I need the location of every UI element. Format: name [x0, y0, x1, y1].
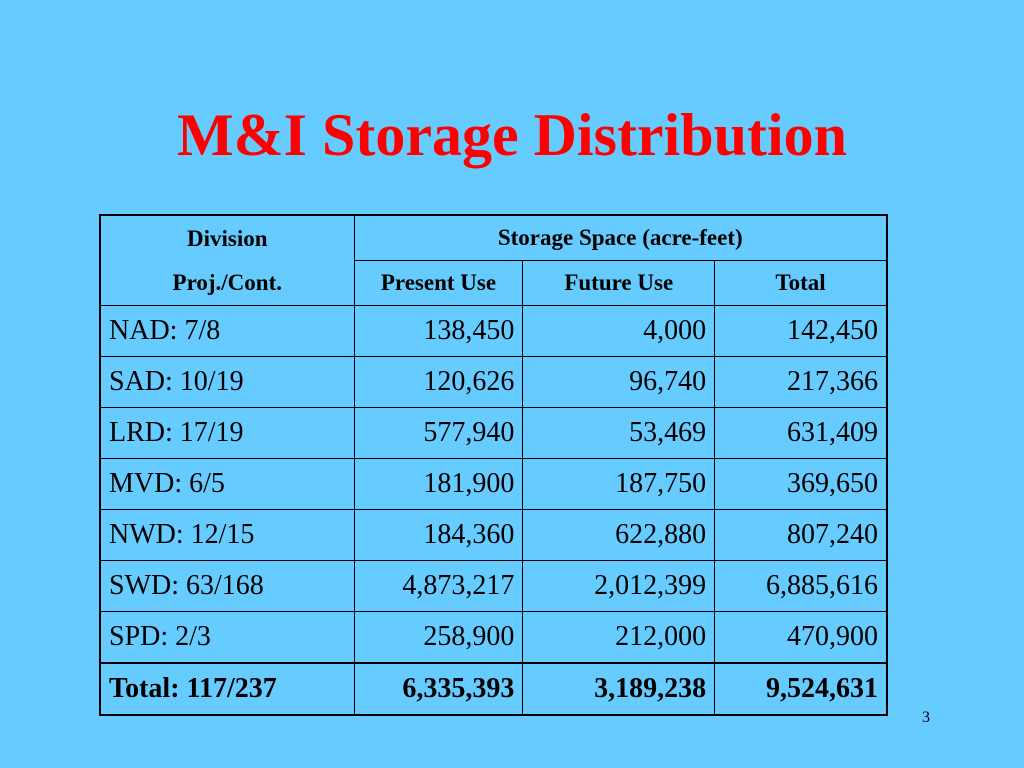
total-cell: 631,409: [714, 407, 888, 459]
division-cell: NAD: 7/8: [99, 305, 355, 357]
storage-distribution-table: Division Proj./Cont. Storage Space (acre…: [99, 214, 888, 716]
future-use-cell: 4,000: [522, 305, 716, 357]
table-row: SAD: 10/19 120,626 96,740 217,366: [99, 356, 888, 408]
present-use-cell: 184,360: [353, 509, 524, 561]
table-row: LRD: 17/19 577,940 53,469 631,409: [99, 407, 888, 459]
future-use-cell: 53,469: [522, 407, 716, 459]
division-cell: NWD: 12/15: [99, 509, 355, 561]
future-use-cell: 187,750: [522, 458, 716, 510]
future-use-cell: 212,000: [522, 611, 716, 664]
total-present-use-cell: 6,335,393: [353, 662, 524, 716]
table-row: NAD: 7/8 138,450 4,000 142,450: [99, 305, 888, 357]
slide-title: M&I Storage Distribution: [177, 102, 847, 168]
total-cell: 6,885,616: [714, 560, 888, 612]
header-storage-space: Storage Space (acre-feet): [353, 214, 888, 261]
present-use-cell: 258,900: [353, 611, 524, 664]
header-division: Division Proj./Cont.: [99, 214, 355, 306]
table-row: NWD: 12/15 184,360 622,880 807,240: [99, 509, 888, 561]
total-cell: 142,450: [714, 305, 888, 357]
page-number: 3: [922, 709, 930, 726]
header-future-use: Future Use: [522, 260, 716, 306]
total-row: Total: 117/237 6,335,393 3,189,238 9,524…: [99, 662, 888, 716]
present-use-cell: 577,940: [353, 407, 524, 459]
header-total: Total: [714, 260, 888, 306]
total-future-use-cell: 3,189,238: [522, 662, 716, 716]
division-cell: SWD: 63/168: [99, 560, 355, 612]
future-use-cell: 622,880: [522, 509, 716, 561]
future-use-cell: 2,012,399: [522, 560, 716, 612]
present-use-cell: 120,626: [353, 356, 524, 408]
header-division-label: Division: [187, 225, 268, 251]
total-cell: 470,900: [714, 611, 888, 664]
total-cell: 807,240: [714, 509, 888, 561]
future-use-cell: 96,740: [522, 356, 716, 408]
total-total-cell: 9,524,631: [714, 662, 888, 716]
division-cell: LRD: 17/19: [99, 407, 355, 459]
table-row: SPD: 2/3 258,900 212,000 470,900: [99, 611, 888, 664]
present-use-cell: 138,450: [353, 305, 524, 357]
total-cell: 369,650: [714, 458, 888, 510]
division-cell: SPD: 2/3: [99, 611, 355, 664]
header-project-contract-label: Proj./Cont.: [172, 269, 282, 295]
total-division-cell: Total: 117/237: [99, 662, 355, 716]
present-use-cell: 181,900: [353, 458, 524, 510]
table-row: MVD: 6/5 181,900 187,750 369,650: [99, 458, 888, 510]
present-use-cell: 4,873,217: [353, 560, 524, 612]
header-present-use: Present Use: [353, 260, 524, 306]
division-cell: MVD: 6/5: [99, 458, 355, 510]
total-cell: 217,366: [714, 356, 888, 408]
table-row: SWD: 63/168 4,873,217 2,012,399 6,885,61…: [99, 560, 888, 612]
division-cell: SAD: 10/19: [99, 356, 355, 408]
